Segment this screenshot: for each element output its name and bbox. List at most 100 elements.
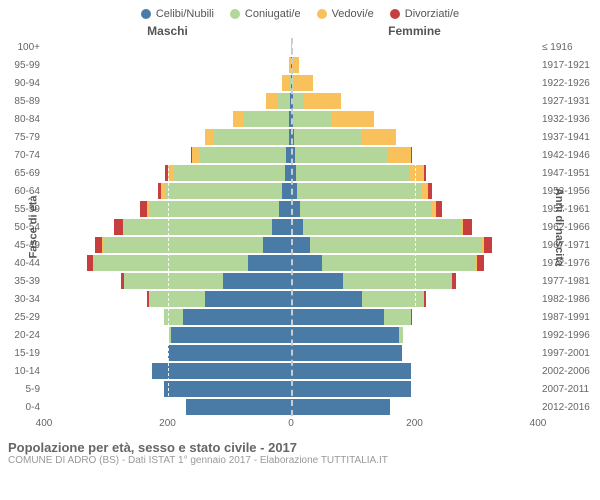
bar-segment-married [294, 129, 362, 145]
bar-segment-single [291, 327, 399, 343]
bar-segment-married [295, 147, 388, 163]
bar-segment-married [343, 273, 451, 289]
age-band-label: 15-19 [0, 344, 40, 362]
bar-row [44, 398, 291, 416]
legend-swatch [141, 9, 151, 19]
bar-segment-divorced [484, 237, 493, 253]
column-headers: Maschi Femmine [0, 24, 600, 38]
bar-row [291, 56, 538, 74]
bar-segment-single [183, 309, 291, 325]
bar-row [44, 326, 291, 344]
bar-row [291, 110, 538, 128]
bar-segment-widowed [293, 75, 313, 91]
legend-label: Divorziati/e [405, 8, 459, 20]
bar-row [291, 92, 538, 110]
x-ticks: 4002000200400 [44, 416, 538, 436]
age-band-label: 65-69 [0, 164, 40, 182]
bar-row [44, 200, 291, 218]
bar-segment-widowed [421, 183, 428, 199]
birth-year-label: 2002-2006 [542, 362, 600, 380]
age-band-label: 20-24 [0, 326, 40, 344]
bar-segment-widowed [387, 147, 410, 163]
legend-label: Coniugati/e [245, 8, 301, 20]
bar-segment-married [93, 255, 247, 271]
bar-segment-married [149, 201, 279, 217]
bar-row [291, 326, 538, 344]
bar-segment-married [300, 201, 433, 217]
bar-row [44, 254, 291, 272]
chart-footer: Popolazione per età, sesso e stato civil… [0, 436, 600, 466]
bar-segment-divorced [411, 147, 412, 163]
bar-row [291, 344, 538, 362]
legend-label: Celibi/Nubili [156, 8, 214, 20]
bar-segment-single [272, 219, 291, 235]
bar-segment-married [165, 183, 282, 199]
y-labels-birthyear: ≤ 19161917-19211922-19261927-19311932-19… [538, 38, 600, 416]
x-tick-label: 200 [406, 418, 423, 429]
bar-segment-single [291, 345, 402, 361]
bar-row [291, 128, 538, 146]
birth-year-label: 1922-1926 [542, 74, 600, 92]
bar-segment-single [291, 291, 362, 307]
plot-area: Fasce di età Anni di nascita 100+95-9990… [0, 38, 600, 416]
bar-segment-single [168, 345, 292, 361]
age-band-label: 85-89 [0, 92, 40, 110]
age-band-label: 95-99 [0, 56, 40, 74]
x-tick-label: 400 [36, 418, 53, 429]
birth-year-label: 1992-1996 [542, 326, 600, 344]
population-pyramid-chart: Celibi/Nubili Coniugati/e Vedovi/e Divorzia… [0, 0, 600, 500]
bar-row [44, 74, 291, 92]
bars-male [44, 38, 291, 416]
birth-year-label: 1927-1931 [542, 92, 600, 110]
bar-segment-single [291, 381, 411, 397]
bar-row [44, 344, 291, 362]
bar-segment-single [223, 273, 291, 289]
bar-segment-widowed [205, 129, 214, 145]
birth-year-label: 1957-1961 [542, 200, 600, 218]
birth-year-label: 1952-1956 [542, 182, 600, 200]
bar-segment-married [362, 291, 424, 307]
birth-year-label: 1987-1991 [542, 308, 600, 326]
age-band-label: 75-79 [0, 128, 40, 146]
footer-subtitle: COMUNE DI ADRO (BS) - Dati ISTAT 1° genn… [8, 455, 592, 466]
legend-item: Coniugati/e [230, 8, 301, 20]
age-band-label: 5-9 [0, 380, 40, 398]
center-line [291, 38, 293, 416]
bar-segment-married [293, 111, 330, 127]
bar-row [291, 164, 538, 182]
bar-segment-widowed [233, 111, 244, 127]
bar-segment-divorced [95, 237, 102, 253]
bar-segment-single [248, 255, 291, 271]
birth-year-label: 1977-1981 [542, 272, 600, 290]
bar-segment-single [282, 183, 291, 199]
header-male: Maschi [44, 24, 291, 38]
birth-year-label: 2012-2016 [542, 398, 600, 416]
bar-segment-single [164, 381, 291, 397]
legend-swatch [230, 9, 240, 19]
bar-row [291, 272, 538, 290]
bar-row [44, 380, 291, 398]
birth-year-label: 1937-1941 [542, 128, 600, 146]
bar-segment-married [149, 291, 205, 307]
birth-year-label: 1967-1971 [542, 236, 600, 254]
birth-year-label: 1982-1986 [542, 290, 600, 308]
footer-title: Popolazione per età, sesso e stato civil… [8, 440, 592, 455]
bar-segment-single [205, 291, 291, 307]
bar-segment-divorced [452, 273, 457, 289]
bar-row [44, 362, 291, 380]
legend-label: Vedovi/e [332, 8, 374, 20]
bar-segment-married [277, 93, 289, 109]
bar-segment-widowed [192, 147, 199, 163]
legend-swatch [390, 9, 400, 19]
bar-row [44, 164, 291, 182]
bar-segment-single [291, 273, 343, 289]
bar-row [44, 290, 291, 308]
bar-row [291, 200, 538, 218]
legend-swatch [317, 9, 327, 19]
birth-year-label: 1972-1976 [542, 254, 600, 272]
y-axis-left-title: Fasce di età [27, 196, 39, 259]
bar-segment-married [124, 273, 223, 289]
bar-segment-single [291, 309, 384, 325]
birth-year-label: ≤ 1916 [542, 38, 600, 56]
bar-row [291, 74, 538, 92]
